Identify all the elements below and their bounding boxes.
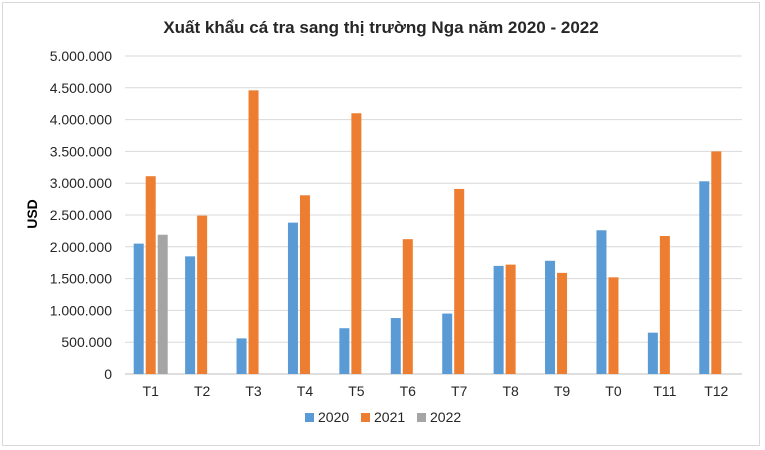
x-tick-label: T0	[605, 383, 622, 399]
bar-2021-T7	[454, 188, 465, 374]
y-tick-label: 3.000.000	[50, 175, 112, 191]
y-tick-label: 500.000	[61, 334, 112, 350]
legend-swatch-2020	[305, 413, 314, 422]
y-tick-label: 2.000.000	[50, 239, 112, 255]
x-tick-label: T4	[297, 383, 314, 399]
y-tick-label: 1.500.000	[50, 271, 112, 287]
bar-2020-T8	[493, 265, 504, 374]
bar-2020-T1	[133, 243, 144, 374]
legend-swatch-2021	[361, 413, 370, 422]
legend-label-2021: 2021	[374, 409, 405, 425]
y-tick-labels: 0 500.000 1.000.000 1.500.000 2.000.000 2.500…	[50, 48, 113, 382]
bar-2021-T2	[197, 215, 208, 374]
bar-2021-T4	[299, 195, 310, 374]
y-tick-label: 4.500.000	[50, 80, 112, 96]
x-tick-label: T5	[348, 383, 365, 399]
bar-2021-T1	[145, 176, 156, 374]
x-tick-labels: T1 T2 T3 T4 T5 T6 T7 T8 T9 T0 T11 T12	[143, 383, 729, 399]
y-tick-label: 0	[104, 366, 112, 382]
y-axis-label: USD	[24, 199, 40, 229]
bar-2021-T3	[248, 90, 259, 375]
y-tick-label: 5.000.000	[50, 48, 112, 64]
x-tick-label: T6	[400, 383, 417, 399]
bar-2020-T11	[647, 332, 658, 374]
bar-2021-T5	[351, 113, 362, 375]
x-tick-label: T7	[451, 383, 468, 399]
gridlines	[125, 55, 742, 375]
y-tick-label: 1.000.000	[50, 302, 112, 318]
bar-2021-T6	[402, 239, 413, 374]
bar-2021-T9	[557, 272, 568, 374]
x-tick-label: T9	[554, 383, 571, 399]
bar-2021-T0	[608, 277, 619, 374]
bar-2020-T2	[185, 256, 196, 374]
bar-2020-T6	[390, 318, 401, 374]
bar-2020-T7	[442, 313, 453, 374]
bar-2020-T3	[236, 338, 247, 374]
bar-2021-T12	[711, 151, 722, 374]
bar-2020-T0	[596, 230, 607, 374]
bar-2022-T1	[157, 234, 168, 374]
x-tick-label: T8	[502, 383, 519, 399]
legend-label-2020: 2020	[318, 409, 349, 425]
legend-label-2022: 2022	[430, 409, 461, 425]
y-tick-label: 2.500.000	[50, 207, 112, 223]
chart-title: Xuất khẩu cá tra sang thị trường Nga năm…	[163, 18, 598, 37]
bar-2020-T9	[545, 260, 556, 374]
bar-2020-T5	[339, 328, 350, 374]
bar-2021-T8	[505, 264, 516, 374]
bar-2020-T12	[699, 181, 710, 374]
y-tick-label: 4.000.000	[50, 112, 112, 128]
bar-2020-T4	[287, 222, 298, 374]
bar-2021-T11	[659, 235, 670, 374]
y-tick-label: 3.500.000	[50, 143, 112, 159]
x-tick-label: T1	[143, 383, 160, 399]
bars	[133, 90, 722, 375]
chart-frame	[2, 2, 760, 446]
x-tick-label: T11	[653, 383, 676, 399]
legend: 2020 2021 2022	[305, 409, 461, 425]
x-tick-label: T12	[704, 383, 728, 399]
x-tick-label: T2	[194, 383, 211, 399]
legend-swatch-2022	[417, 413, 426, 422]
x-tick-label: T3	[245, 383, 262, 399]
